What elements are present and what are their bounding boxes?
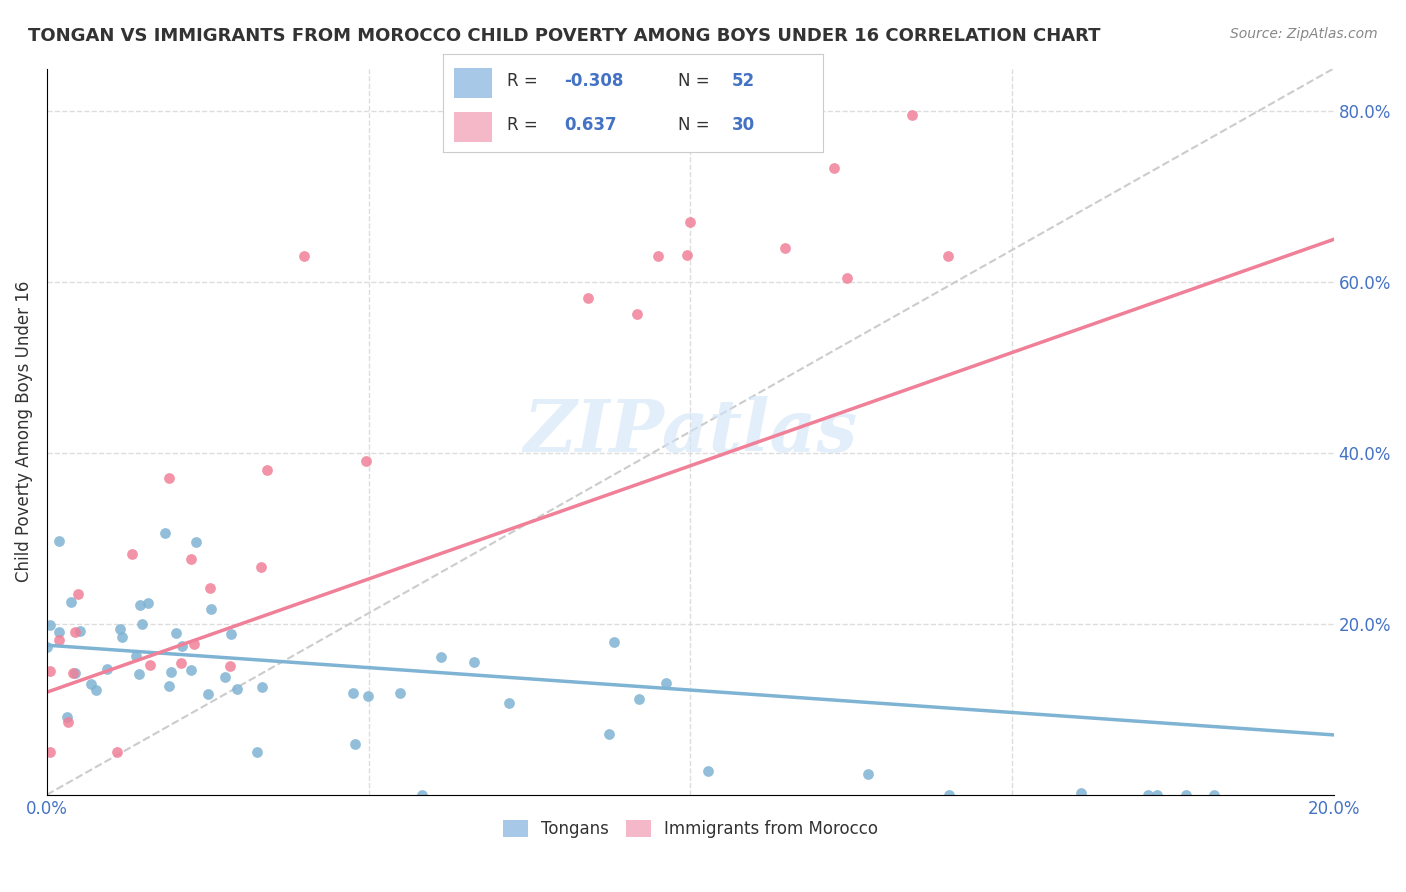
Point — [498, 697, 520, 711]
Point — [139, 657, 162, 672]
Point — [108, 622, 131, 636]
Point — [107, 745, 129, 759]
Point — [252, 680, 274, 694]
Point — [180, 551, 202, 566]
Point — [628, 691, 651, 706]
Point — [389, 686, 412, 700]
Point — [256, 463, 278, 477]
Point — [131, 617, 153, 632]
Text: N =: N = — [678, 116, 716, 134]
Point — [86, 682, 108, 697]
Point — [219, 658, 242, 673]
Point — [856, 767, 879, 781]
Point — [198, 581, 221, 595]
Point — [342, 686, 364, 700]
Point — [773, 241, 796, 255]
Point — [411, 788, 433, 802]
Point — [246, 745, 269, 759]
Point — [250, 560, 273, 574]
Point — [936, 250, 959, 264]
Point — [463, 655, 485, 669]
FancyBboxPatch shape — [454, 68, 492, 98]
Point — [1175, 788, 1198, 802]
Point — [65, 625, 87, 640]
Point — [56, 714, 79, 729]
Point — [48, 625, 70, 640]
Point — [121, 547, 143, 561]
Point — [165, 625, 187, 640]
Text: TONGAN VS IMMIGRANTS FROM MOROCCO CHILD POVERTY AMONG BOYS UNDER 16 CORRELATION : TONGAN VS IMMIGRANTS FROM MOROCCO CHILD … — [28, 27, 1101, 45]
Point — [901, 108, 924, 122]
Point — [128, 667, 150, 681]
Point — [66, 587, 89, 601]
Point — [647, 250, 669, 264]
Point — [1146, 788, 1168, 802]
Text: R =: R = — [508, 72, 544, 90]
Point — [159, 665, 181, 679]
Y-axis label: Child Poverty Among Boys Under 16: Child Poverty Among Boys Under 16 — [15, 281, 32, 582]
Point — [180, 663, 202, 677]
Point — [603, 635, 626, 649]
Point — [184, 534, 207, 549]
Point — [598, 726, 620, 740]
Text: N =: N = — [678, 72, 716, 90]
Point — [626, 307, 648, 321]
Point — [80, 677, 103, 691]
Point — [214, 670, 236, 684]
Point — [172, 640, 194, 654]
Point — [197, 687, 219, 701]
Point — [1070, 786, 1092, 800]
Point — [48, 534, 70, 549]
Point — [835, 270, 858, 285]
Point — [157, 471, 180, 485]
Point — [225, 681, 247, 696]
Point — [136, 596, 159, 610]
Text: 52: 52 — [731, 72, 755, 90]
Point — [170, 656, 193, 670]
Text: -0.308: -0.308 — [564, 72, 624, 90]
Point — [356, 454, 378, 468]
Point — [38, 618, 60, 632]
Point — [59, 594, 82, 608]
Point — [823, 161, 845, 175]
Point — [655, 676, 678, 690]
Point — [219, 627, 242, 641]
Point — [128, 598, 150, 612]
Point — [157, 679, 180, 693]
Text: ZIPatlas: ZIPatlas — [523, 396, 858, 467]
Point — [343, 737, 366, 751]
Text: Source: ZipAtlas.com: Source: ZipAtlas.com — [1230, 27, 1378, 41]
Point — [125, 649, 148, 664]
Point — [1204, 788, 1226, 802]
Text: R =: R = — [508, 116, 544, 134]
Point — [200, 602, 222, 616]
FancyBboxPatch shape — [454, 112, 492, 142]
Point — [430, 649, 453, 664]
Point — [69, 624, 91, 639]
Point — [183, 637, 205, 651]
Point — [55, 710, 77, 724]
Text: 0.637: 0.637 — [564, 116, 617, 134]
Point — [65, 666, 87, 681]
Point — [111, 630, 134, 644]
Point — [576, 291, 599, 305]
Point — [39, 664, 62, 678]
Point — [679, 215, 702, 229]
Point — [697, 764, 720, 778]
Point — [39, 745, 62, 759]
Point — [96, 662, 118, 676]
Point — [357, 690, 380, 704]
Point — [938, 788, 960, 802]
Point — [48, 633, 70, 648]
Legend: Tongans, Immigrants from Morocco: Tongans, Immigrants from Morocco — [496, 813, 884, 845]
Point — [153, 526, 176, 541]
Point — [675, 248, 697, 262]
Point — [292, 250, 315, 264]
Point — [62, 665, 84, 680]
Text: 30: 30 — [731, 116, 755, 134]
Point — [37, 640, 59, 654]
Point — [1136, 788, 1159, 802]
